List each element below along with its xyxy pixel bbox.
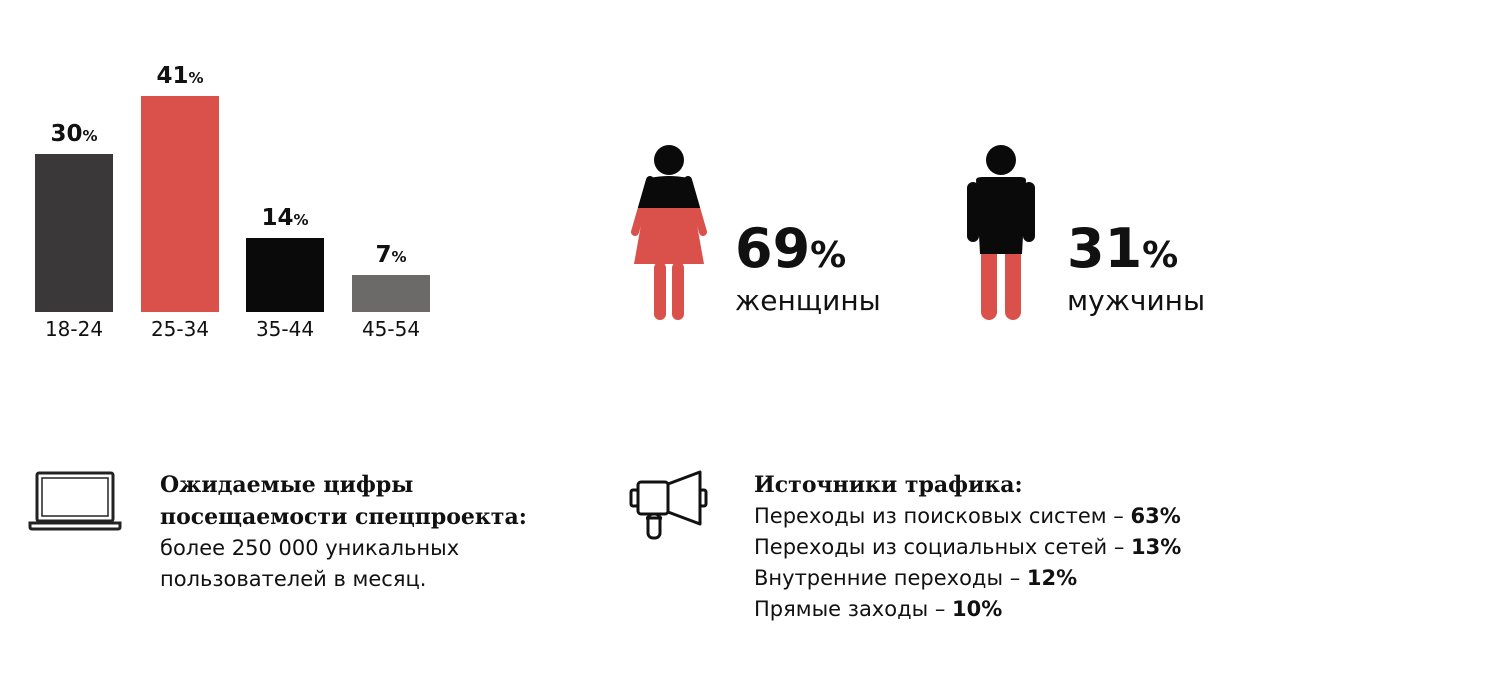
- bar-18-24: [35, 154, 113, 312]
- traffic-item-separator: –: [1106, 504, 1131, 528]
- traffic-item-value: 13%: [1131, 535, 1182, 559]
- laptop-icon: [28, 471, 122, 531]
- men-label: мужчины: [1067, 284, 1206, 317]
- men-percent-sign: %: [1142, 235, 1179, 276]
- traffic-item: Прямые заходы – 10%: [754, 594, 1314, 625]
- bar-value-number: 30: [50, 121, 83, 147]
- traffic-item-label: Внутренние переходы: [754, 566, 1004, 590]
- traffic-item-label: Переходы из социальных сетей: [754, 535, 1108, 559]
- women-percent-sign: %: [810, 235, 847, 276]
- bar-value-percent: %: [82, 127, 98, 145]
- bar-category-label: 35-44: [255, 317, 315, 341]
- traffic-item-separator: –: [1003, 566, 1027, 590]
- bar-value-number: 41: [156, 63, 189, 89]
- attendance-text-line1: более 250 000 уникальных: [160, 536, 460, 560]
- bar-value-label: 30%: [35, 123, 113, 146]
- traffic-block: Источники трафика: Переходы из поисковых…: [754, 469, 1314, 625]
- traffic-item: Переходы из поисковых систем – 63%: [754, 501, 1314, 532]
- bar-value-number: 14: [261, 205, 294, 231]
- women-percent: 69%: [735, 222, 846, 276]
- bar-category-label: 25-34: [150, 317, 210, 341]
- megaphone-icon: [629, 470, 708, 540]
- attendance-block: Ожидаемые цифры посещаемости спецпроекта…: [160, 469, 580, 595]
- bar-value-label: 41%: [141, 65, 219, 88]
- bar-value-percent: %: [188, 69, 204, 87]
- traffic-item-value: 12%: [1026, 566, 1078, 590]
- bar-value-percent: %: [293, 211, 309, 229]
- attendance-text-line2: пользователей в месяц.: [160, 567, 427, 591]
- bar-value-percent: %: [391, 248, 407, 266]
- traffic-item-label: Прямые заходы: [754, 597, 929, 621]
- traffic-item: Переходы из социальных сетей – 13%: [754, 532, 1314, 563]
- traffic-item-value: 10%: [952, 597, 1003, 621]
- bar-25-34: [141, 96, 219, 312]
- bar-45-54: [352, 275, 430, 312]
- women-label: женщины: [735, 284, 881, 317]
- traffic-title: Источники трафика:: [754, 472, 1023, 498]
- bar-category-label: 18-24: [44, 317, 104, 341]
- attendance-title-line2: посещаемости спецпроекта:: [160, 504, 527, 530]
- men-percent: 31%: [1067, 222, 1178, 276]
- bar-value-number: 7: [375, 242, 392, 268]
- traffic-item: Внутренние переходы – 12%: [754, 563, 1314, 594]
- traffic-item-value: 63%: [1130, 504, 1181, 528]
- woman-figure-icon: [631, 145, 707, 320]
- traffic-item-label: Переходы из поисковых систем: [754, 504, 1107, 528]
- traffic-list: Переходы из поисковых систем – 63% Перехо…: [754, 501, 1314, 625]
- bar-35-44: [246, 238, 324, 312]
- bar-value-label: 7%: [352, 244, 430, 267]
- bar-value-label: 14%: [246, 207, 324, 230]
- men-percent-value: 31: [1067, 217, 1143, 280]
- traffic-item-separator: –: [928, 597, 953, 621]
- bar-category-label: 45-54: [361, 317, 421, 341]
- women-percent-value: 69: [735, 217, 811, 280]
- man-figure-icon: [967, 145, 1035, 320]
- traffic-item-separator: –: [1107, 535, 1132, 559]
- attendance-title-line1: Ожидаемые цифры: [160, 472, 414, 498]
